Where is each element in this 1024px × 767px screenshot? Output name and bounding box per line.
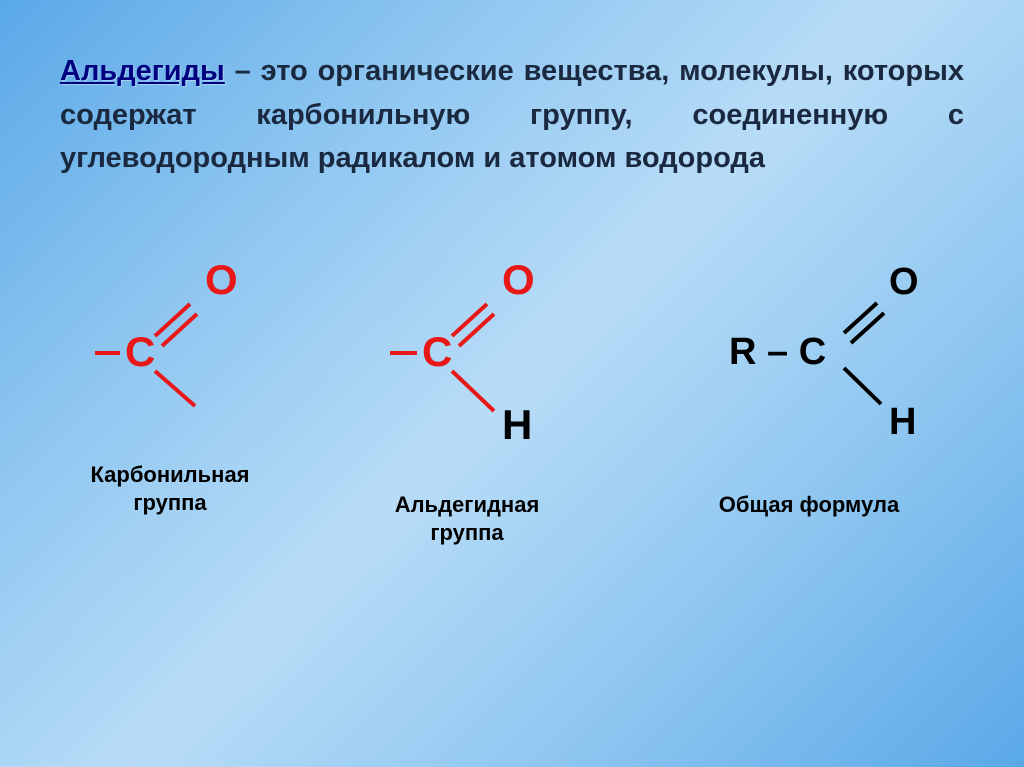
oxygen-atom: O bbox=[205, 261, 238, 303]
general-formula-structure: O R – C H Общая формула bbox=[674, 261, 944, 520]
carbon-atom: C bbox=[125, 328, 155, 375]
structures-row: O C Карбонильнаягруппа O C H Альдегидная… bbox=[60, 261, 964, 548]
double-bond-2 bbox=[162, 314, 197, 346]
term-highlight: Альдегиды bbox=[60, 55, 225, 87]
carbon-atom: C bbox=[422, 328, 452, 375]
aldehyde-group-structure: O C H Альдегиднаягруппа bbox=[372, 261, 562, 548]
bottom-bond bbox=[155, 371, 195, 406]
hydrogen-atom: H bbox=[502, 401, 532, 448]
double-bond-1 bbox=[452, 304, 487, 336]
double-bond-1 bbox=[844, 303, 877, 333]
carbonyl-svg: O C bbox=[80, 261, 260, 431]
general-formula-svg: O R – C H bbox=[674, 261, 944, 461]
double-bond-2 bbox=[851, 313, 884, 343]
double-bond-2 bbox=[459, 314, 494, 346]
bottom-bond bbox=[452, 371, 494, 411]
general-formula-caption: Общая формула bbox=[719, 491, 899, 520]
carbonyl-structure: O C Карбонильнаягруппа bbox=[80, 261, 260, 518]
oxygen-atom: O bbox=[889, 261, 919, 303]
aldehyde-svg: O C H bbox=[372, 261, 562, 461]
aldehyde-caption: Альдегиднаягруппа bbox=[395, 491, 540, 548]
hydrogen-atom: H bbox=[889, 401, 916, 443]
carbonyl-caption: Карбонильнаягруппа bbox=[90, 461, 249, 518]
r-carbon-atom: R – C bbox=[729, 331, 826, 373]
double-bond-1 bbox=[155, 304, 190, 336]
oxygen-atom: O bbox=[502, 261, 535, 303]
definition-text: Альдегиды – это органические вещества, м… bbox=[60, 50, 964, 181]
bottom-bond bbox=[844, 368, 881, 404]
